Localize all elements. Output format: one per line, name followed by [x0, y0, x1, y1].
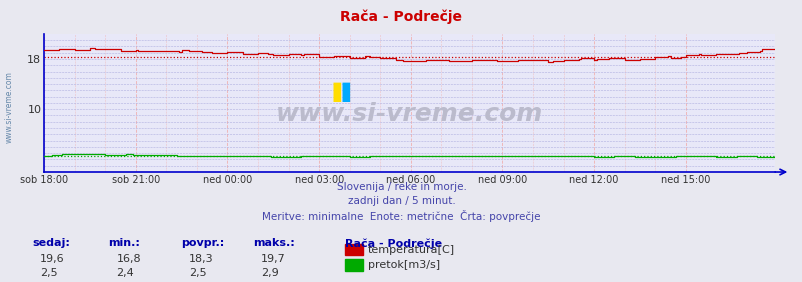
Text: temperatura[C]: temperatura[C] [367, 244, 454, 255]
Text: 2,5: 2,5 [40, 268, 58, 278]
Text: min.:: min.: [108, 238, 140, 248]
Text: Meritve: minimalne  Enote: metrične  Črta: povprečje: Meritve: minimalne Enote: metrične Črta:… [262, 210, 540, 222]
Text: 19,7: 19,7 [261, 254, 286, 264]
Text: pretok[m3/s]: pretok[m3/s] [367, 260, 439, 270]
Text: 19,6: 19,6 [40, 254, 65, 264]
Text: Slovenija / reke in morje.: Slovenija / reke in morje. [336, 182, 466, 192]
Text: 18,3: 18,3 [188, 254, 213, 264]
Text: povpr.:: povpr.: [180, 238, 224, 248]
Text: ▐: ▐ [325, 82, 340, 102]
Text: 2,5: 2,5 [188, 268, 206, 278]
Text: maks.:: maks.: [253, 238, 294, 248]
Text: Rača - Podrečje: Rača - Podrečje [340, 10, 462, 24]
Text: zadnji dan / 5 minut.: zadnji dan / 5 minut. [347, 196, 455, 206]
Text: www.si-vreme.com: www.si-vreme.com [276, 102, 542, 126]
Text: 16,8: 16,8 [116, 254, 141, 264]
Text: ▐: ▐ [334, 82, 349, 102]
Text: sedaj:: sedaj: [32, 238, 70, 248]
Text: Rača - Podrečje: Rača - Podrečje [345, 238, 442, 249]
Text: www.si-vreme.com: www.si-vreme.com [5, 71, 14, 143]
Text: 2,4: 2,4 [116, 268, 134, 278]
Text: 2,9: 2,9 [261, 268, 278, 278]
